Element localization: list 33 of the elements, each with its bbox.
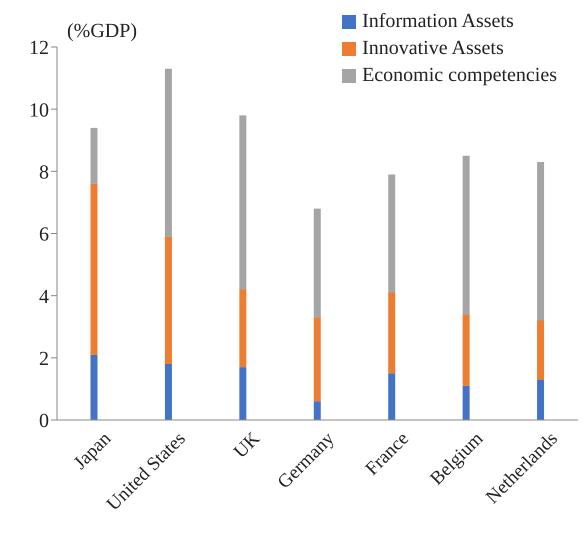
bar [388, 292, 396, 374]
y-tick-label: 0 [39, 410, 49, 432]
y-tick-label: 8 [39, 161, 49, 184]
bar [239, 289, 246, 368]
bar [314, 401, 321, 420]
legend-label: Innovative Assets [362, 36, 504, 61]
bar [537, 380, 544, 420]
bar [537, 162, 544, 321]
y-tick-label: 10 [29, 99, 49, 122]
y-tick-label: 2 [39, 348, 49, 370]
bar [462, 386, 470, 420]
y-axis-title: (%GDP) [67, 20, 137, 42]
legend-label: Economic competencies [362, 63, 557, 88]
y-tick-label: 12 [29, 37, 49, 60]
bar [90, 128, 98, 184]
bar [388, 174, 396, 293]
bar [90, 184, 98, 355]
bar [462, 314, 470, 386]
y-tick-label: 4 [39, 286, 49, 308]
bar [314, 208, 321, 318]
bar [537, 320, 544, 380]
bar [90, 354, 98, 420]
bar [314, 317, 321, 402]
bar [164, 364, 172, 420]
bar [164, 68, 172, 237]
bar [239, 367, 246, 420]
bar [239, 115, 246, 290]
bar [462, 156, 470, 314]
legend-label: Information Assets [362, 9, 514, 34]
bar [164, 236, 172, 364]
y-tick-label: 6 [39, 224, 49, 246]
bar [388, 373, 396, 420]
x-tick-label: UK [230, 428, 264, 462]
